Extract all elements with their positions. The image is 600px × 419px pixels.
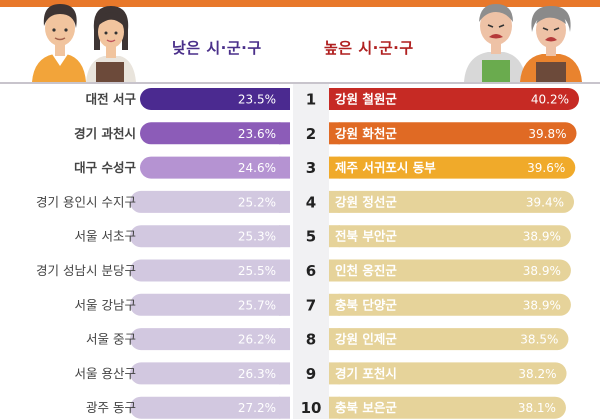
right-bar-start [329,293,340,316]
right-value-label: 40.2% [531,93,569,107]
rank-number: 4 [306,193,316,211]
young-couple-illustration [32,4,136,82]
left-bar [130,293,290,316]
right-region-label: 충북 단양군 [335,297,397,312]
left-bar-end [279,156,290,179]
rank-number: 2 [306,125,316,143]
left-value-label: 26.2% [238,333,276,347]
right-bar-start [329,362,340,385]
right-value-label: 38.5% [520,333,558,347]
right-value-label: 38.2% [518,367,556,381]
left-region-label: 경기 과천시 [74,126,136,141]
left-bar-end [279,190,290,213]
right-value-label: 38.9% [523,298,561,312]
right-bar [329,362,567,385]
left-bar [130,225,290,248]
right-region-label: 강원 화천군 [335,126,397,141]
left-bar [140,156,290,179]
left-value-label: 26.3% [238,367,276,381]
left-bar-end [279,225,290,248]
right-value-label: 39.6% [527,161,565,175]
right-region-label: 경기 포천시 [335,366,397,381]
right-bar [329,259,571,282]
left-bar-end [279,122,290,145]
left-region-label: 경기 용인시 수지구 [36,194,136,209]
elderly-couple-illustration [464,4,582,82]
left-bar-end [279,328,290,351]
right-value-label: 39.4% [526,195,564,209]
right-value-label: 39.8% [528,127,566,141]
right-region-label: 전북 부안군 [335,229,397,244]
right-value-label: 38.1% [518,401,556,415]
left-value-label: 24.6% [238,161,276,175]
left-region-label: 서울 서초구 [75,229,136,244]
left-value-label: 23.6% [238,127,276,141]
right-region-label: 충북 보은군 [335,400,397,415]
right-value-label: 38.9% [523,264,561,278]
left-value-label: 25.5% [238,264,276,278]
right-bar [329,396,566,419]
left-region-label: 대전 서구 [86,92,137,107]
left-bar [130,396,290,419]
right-bar [329,293,571,316]
right-region-label: 인천 옹진군 [335,263,397,278]
left-value-label: 27.2% [238,401,276,415]
rank-number: 1 [306,91,316,109]
right-bar-start [329,122,340,145]
left-region-label: 서울 강남구 [75,297,136,312]
right-region-label: 제주 서귀포시 동부 [335,160,436,175]
right-bar-start [329,259,340,282]
left-bar [130,362,290,385]
right-bar-start [329,156,340,179]
right-region-label: 강원 인제군 [335,332,397,347]
rank-column [293,84,329,419]
right-bar-start [329,190,340,213]
rank-number: 10 [301,399,322,417]
right-bar-start [329,225,340,248]
left-region-label: 서울 중구 [86,332,136,347]
right-bar [329,328,569,351]
left-region-label: 광주 동구 [86,400,136,415]
rank-number: 8 [306,331,316,349]
left-bar-end [279,362,290,385]
left-bar [140,88,290,110]
left-bar-end [279,259,290,282]
right-bar-start [329,396,340,419]
rank-number: 9 [306,365,316,383]
left-bar-end [279,396,290,419]
rank-number: 5 [306,228,316,246]
left-bar [140,122,290,145]
left-value-label: 25.2% [238,195,276,209]
right-value-label: 38.9% [523,230,561,244]
rank-number: 3 [306,159,316,177]
rank-number: 6 [306,262,316,280]
right-region-label: 강원 정선군 [335,194,397,209]
left-column-title: 낮은 시·군·구 [172,39,262,57]
left-bar [130,190,290,213]
left-region-label: 경기 성남시 분당구 [36,263,136,278]
left-bar-end [279,293,290,316]
left-bar-end [279,88,290,110]
left-region-label: 서울 용산구 [75,366,136,381]
top-accent-bar [0,0,600,7]
right-region-label: 강원 철원군 [335,92,397,107]
right-bar [329,122,577,145]
left-value-label: 23.5% [238,93,276,107]
left-value-label: 25.7% [238,298,276,312]
left-region-label: 대구 수성구 [74,160,136,175]
right-bar-start [329,328,340,351]
right-bar-start [329,88,340,110]
right-bar [329,225,571,248]
right-bar [329,190,575,213]
left-bar [130,259,290,282]
left-value-label: 25.3% [238,230,276,244]
rank-number: 7 [306,296,316,314]
header-divider [0,82,600,84]
right-bar [329,88,579,110]
right-column-title: 높은 시·군·구 [324,39,414,57]
left-bar [130,328,290,351]
right-bar [329,156,576,179]
